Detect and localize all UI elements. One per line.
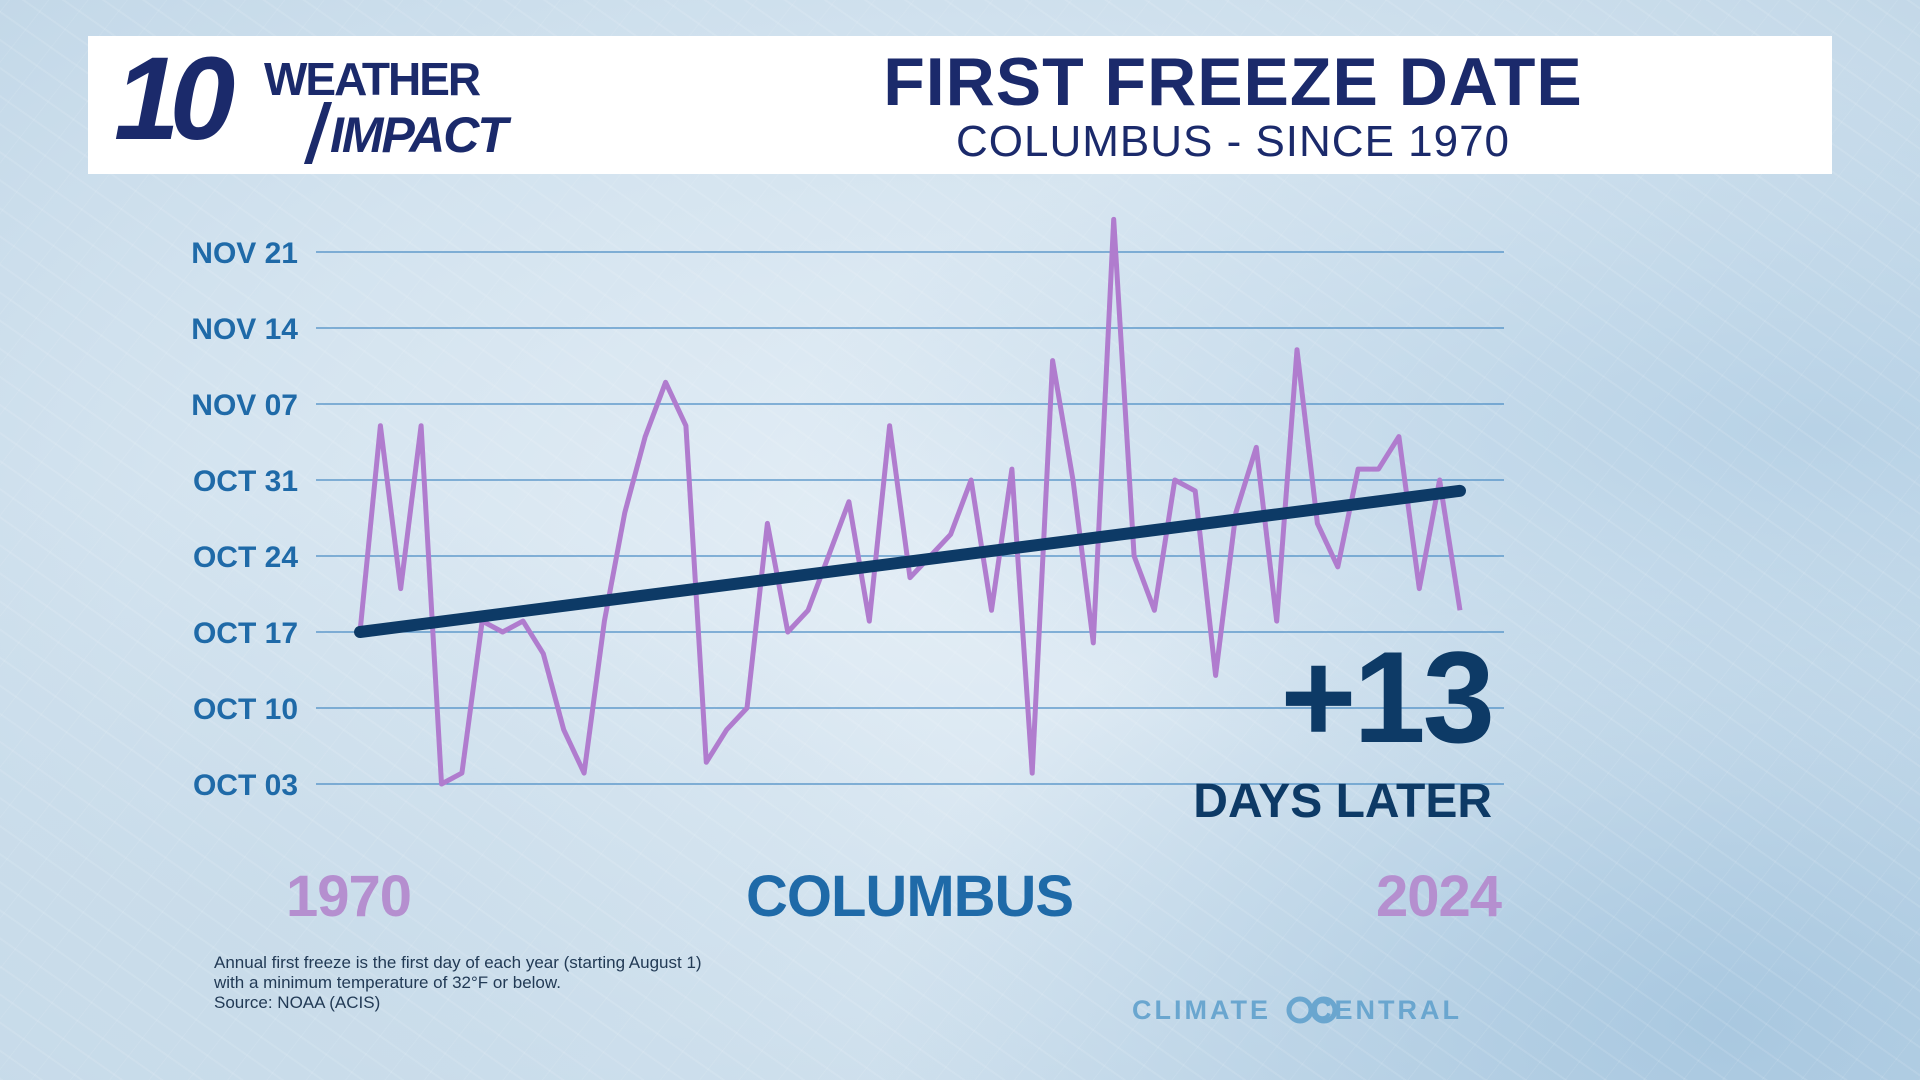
gridlines <box>316 251 1504 785</box>
logo-weather-text: WEATHER <box>264 53 481 105</box>
y-tick-label: OCT 03 <box>193 769 298 802</box>
y-tick-label: OCT 24 <box>193 541 298 574</box>
chart-subtitle: COLUMBUS - SINCE 1970 <box>955 117 1511 166</box>
y-tick-label: OCT 10 <box>193 693 298 726</box>
climate-central-credit: CLIMATE CENTRAL <box>1132 993 1502 1027</box>
footnote-line-2: with a minimum temperature of 32°F or be… <box>214 973 561 992</box>
series-lines <box>354 216 1466 787</box>
y-tick-label: OCT 17 <box>193 617 298 650</box>
city-label: COLUMBUS <box>746 864 1074 929</box>
y-tick-label: NOV 07 <box>191 389 298 422</box>
y-tick-label: OCT 31 <box>193 465 298 498</box>
trend-line <box>354 484 1466 638</box>
credit-text-right: CENTRAL <box>1312 995 1462 1025</box>
footnote-line-1: Annual first freeze is the first day of … <box>214 953 702 972</box>
y-axis-ticks: NOV 21 NOV 14 NOV 07 OCT 31 OCT 24 OCT 17 OCT … <box>191 237 298 802</box>
first-freeze-line <box>357 216 1463 787</box>
chart-title: FIRST FREEZE DATE <box>883 44 1583 120</box>
station-logo: 10 WEATHER IMPACT <box>114 40 554 164</box>
end-year-label: 2024 <box>1376 864 1502 929</box>
climate-central-logo-icon <box>1286 996 1338 1024</box>
credit-text-left: CLIMATE <box>1132 995 1271 1025</box>
footnote-source: Source: NOAA (ACIS) <box>214 993 381 1012</box>
header-banner: 10 WEATHER IMPACT FIRST FREEZE DATE COLU… <box>88 36 1832 174</box>
logo-number: 10 <box>114 33 235 165</box>
change-value: +13 <box>1280 624 1495 770</box>
footnote: Annual first freeze is the first day of … <box>214 953 702 1013</box>
start-year-label: 1970 <box>286 864 412 929</box>
change-label: DAYS LATER <box>1193 775 1492 828</box>
logo-impact-text: IMPACT <box>330 107 508 163</box>
y-tick-label: NOV 14 <box>191 313 298 346</box>
y-tick-label: NOV 21 <box>191 237 298 270</box>
